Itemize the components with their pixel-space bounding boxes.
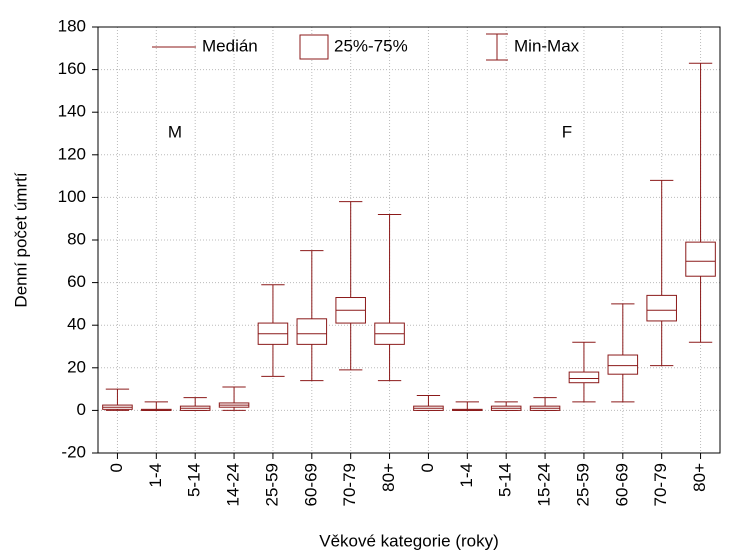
- y-tick-label: 80: [67, 229, 86, 248]
- x-tick-label: 60-69: [612, 463, 631, 506]
- x-tick-label: 0: [107, 463, 126, 472]
- x-tick-label: 14-24: [224, 463, 243, 506]
- y-tick-label: 60: [67, 272, 86, 291]
- x-tick-label: 0: [418, 463, 437, 472]
- box: [568, 371, 600, 384]
- y-tick-label: 140: [58, 102, 86, 121]
- x-tick-label: 25-59: [573, 463, 592, 506]
- legend-label: 25%-75%: [334, 36, 408, 55]
- x-tick-label: 1-4: [146, 463, 165, 488]
- x-axis-title: Věkové kategorie (roky): [319, 531, 499, 550]
- legend-label: Min-Max: [514, 36, 580, 55]
- plot-frame: [97, 26, 721, 454]
- annotation: F: [562, 122, 572, 141]
- x-tick-label: 1-4: [457, 463, 476, 488]
- x-tick-label: 25-59: [262, 463, 281, 506]
- box: [685, 241, 716, 277]
- y-tick-label: 180: [58, 16, 86, 35]
- x-tick-label: 70-79: [340, 463, 359, 506]
- box: [296, 318, 328, 345]
- x-tick-label: 5-14: [185, 463, 204, 497]
- x-tick-label: 15-24: [535, 463, 554, 506]
- x-tick-label: 80+: [379, 463, 398, 492]
- y-tick-label: 20: [67, 357, 86, 376]
- y-tick-label: 0: [77, 400, 86, 419]
- x-tick-label: 70-79: [651, 463, 670, 506]
- box: [646, 294, 677, 322]
- x-tick-label: 5-14: [496, 463, 515, 497]
- y-tick-label: 120: [58, 144, 86, 163]
- y-tick-label: 40: [67, 315, 86, 334]
- legend-label: Medián: [202, 36, 258, 55]
- y-tick-label: 100: [58, 187, 86, 206]
- y-tick-label: -20: [61, 442, 86, 461]
- legend-box-icon: [299, 34, 329, 60]
- y-axis-title: Denní počet úmrtí: [11, 172, 30, 307]
- annotation: M: [168, 122, 182, 141]
- y-tick-label: 160: [58, 59, 86, 78]
- x-tick-label: 80+: [690, 463, 709, 492]
- box: [607, 354, 639, 375]
- x-tick-label: 60-69: [301, 463, 320, 506]
